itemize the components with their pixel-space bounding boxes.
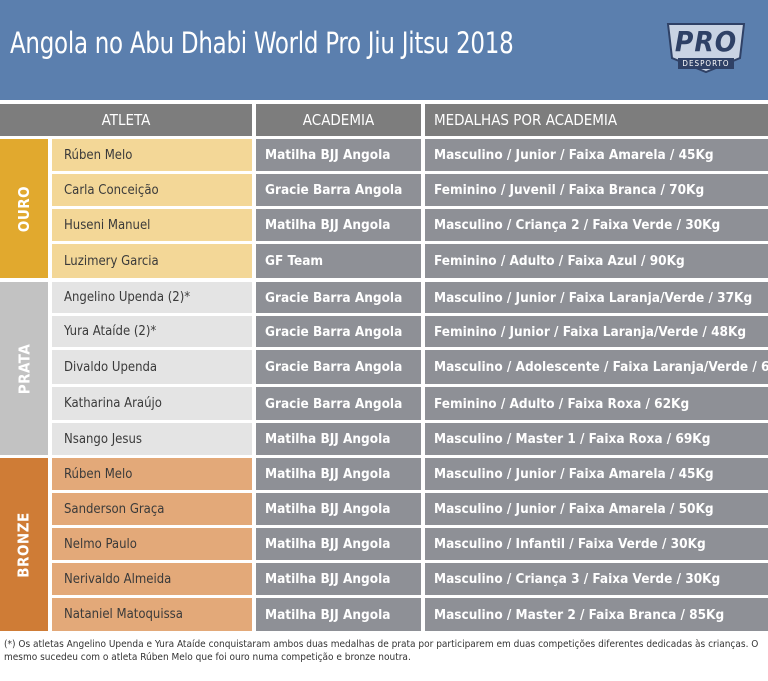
athlete-name: Yura Ataíde (2)* — [52, 316, 252, 347]
table-row: Angelino Upenda (2)* Gracie Barra Angola M… — [0, 282, 768, 313]
medal-category: Masculino / Junior / Faixa Amarela / 50K… — [425, 493, 768, 525]
athlete-name: Nerivaldo Almeida — [52, 563, 252, 595]
pro-desporto-logo: PRO DESPORTO — [664, 20, 748, 76]
academy-name: Matilha BJJ Angola — [256, 493, 421, 525]
column-header-medalhas: MEDALHAS POR ACADEMIA — [425, 104, 768, 136]
academy-name: Gracie Barra Angola — [256, 174, 421, 206]
athlete-name: Rúben Melo — [52, 458, 252, 490]
academy-name: Gracie Barra Angola — [256, 316, 421, 347]
table-row: Luzimery Garcia GF Team Feminino / Adulto … — [0, 244, 768, 278]
athlete-name: Katharina Araújo — [52, 387, 252, 420]
medal-category: Feminino / Adulto / Faixa Roxa / 62Kg — [425, 387, 768, 420]
table-row: Sanderson Graça Matilha BJJ Angola Masculi… — [0, 493, 768, 525]
athlete-name: Rúben Melo — [52, 139, 252, 171]
table-row: Nataniel Matoquissa Matilha BJJ Angola Mas… — [0, 598, 768, 631]
academy-name: Gracie Barra Angola — [256, 282, 421, 313]
table-row: Nsango Jesus Matilha BJJ Angola Masculino … — [0, 423, 768, 455]
medal-category: Feminino / Junior / Faixa Laranja/Verde … — [425, 316, 768, 347]
table-row: Nerivaldo Almeida Matilha BJJ Angola Mascu… — [0, 563, 768, 595]
group-label-bronze: BRONZE — [0, 458, 48, 631]
page-title: Angola no Abu Dhabi World Pro Jiu Jitsu … — [10, 26, 514, 60]
logo-text: PRO — [674, 25, 738, 58]
academy-name: Matilha BJJ Angola — [256, 563, 421, 595]
athlete-name: Huseni Manuel — [52, 209, 252, 241]
medal-category: Masculino / Master 1 / Faixa Roxa / 69Kg — [425, 423, 768, 455]
academy-name: Matilha BJJ Angola — [256, 139, 421, 171]
medal-category: Masculino / Junior / Faixa Amarela / 45K… — [425, 458, 768, 490]
medal-category: Masculino / Junior / Faixa Amarela / 45K… — [425, 139, 768, 171]
group-label-prata: PRATA — [0, 282, 48, 455]
academy-name: Gracie Barra Angola — [256, 350, 421, 384]
academy-name: Matilha BJJ Angola — [256, 423, 421, 455]
academy-name: Matilha BJJ Angola — [256, 458, 421, 490]
academy-name: Matilha BJJ Angola — [256, 598, 421, 631]
athlete-name: Sanderson Graça — [52, 493, 252, 525]
athlete-name: Nsango Jesus — [52, 423, 252, 455]
footnote: (*) Os atletas Angelino Upenda e Yura At… — [4, 639, 759, 663]
academy-name: Gracie Barra Angola — [256, 387, 421, 420]
table-row: Rúben Melo Matilha BJJ Angola Masculino / … — [0, 458, 768, 490]
table-row: Yura Ataíde (2)* Gracie Barra Angola Femin… — [0, 316, 768, 347]
column-header-academia: ACADEMIA — [256, 104, 421, 136]
athlete-name: Luzimery Garcia — [52, 244, 252, 278]
table-row: Carla Conceição Gracie Barra Angola Femini… — [0, 174, 768, 206]
logo-subtext: DESPORTO — [682, 59, 730, 68]
medal-category: Masculino / Junior / Faixa Laranja/Verde… — [425, 282, 768, 313]
academy-name: Matilha BJJ Angola — [256, 209, 421, 241]
medal-category: Masculino / Criança 3 / Faixa Verde / 30… — [425, 563, 768, 595]
column-header-atleta: ATLETA — [0, 104, 252, 136]
table-row: Nelmo Paulo Matilha BJJ Angola Masculino /… — [0, 528, 768, 560]
academy-name: GF Team — [256, 244, 421, 278]
group-label-ouro: OURO — [0, 139, 48, 278]
header-banner: Angola no Abu Dhabi World Pro Jiu Jitsu … — [0, 0, 768, 100]
athlete-name: Carla Conceição — [52, 174, 252, 206]
table-row: Divaldo Upenda Gracie Barra Angola Masculi… — [0, 350, 768, 384]
logo-shield-icon — [666, 23, 746, 74]
medal-category: Masculino / Infantil / Faixa Verde / 30K… — [425, 528, 768, 560]
athlete-name: Nataniel Matoquissa — [52, 598, 252, 631]
academy-name: Matilha BJJ Angola — [256, 528, 421, 560]
table-row: Huseni Manuel Matilha BJJ Angola Masculino… — [0, 209, 768, 241]
athlete-name: Divaldo Upenda — [52, 350, 252, 384]
athlete-name: Angelino Upenda (2)* — [52, 282, 252, 313]
medal-category: Feminino / Juvenil / Faixa Branca / 70Kg — [425, 174, 768, 206]
medal-category: Feminino / Adulto / Faixa Azul / 90Kg — [425, 244, 768, 278]
athlete-name: Nelmo Paulo — [52, 528, 252, 560]
medal-category: Masculino / Criança 2 / Faixa Verde / 30… — [425, 209, 768, 241]
table-row: Katharina Araújo Gracie Barra Angola Femin… — [0, 387, 768, 420]
medal-category: Masculino / Master 2 / Faixa Branca / 85… — [425, 598, 768, 631]
table-row: Rúben Melo Matilha BJJ Angola Masculino / … — [0, 139, 768, 171]
medal-category: Masculino / Adolescente / Faixa Laranja/… — [425, 350, 768, 384]
